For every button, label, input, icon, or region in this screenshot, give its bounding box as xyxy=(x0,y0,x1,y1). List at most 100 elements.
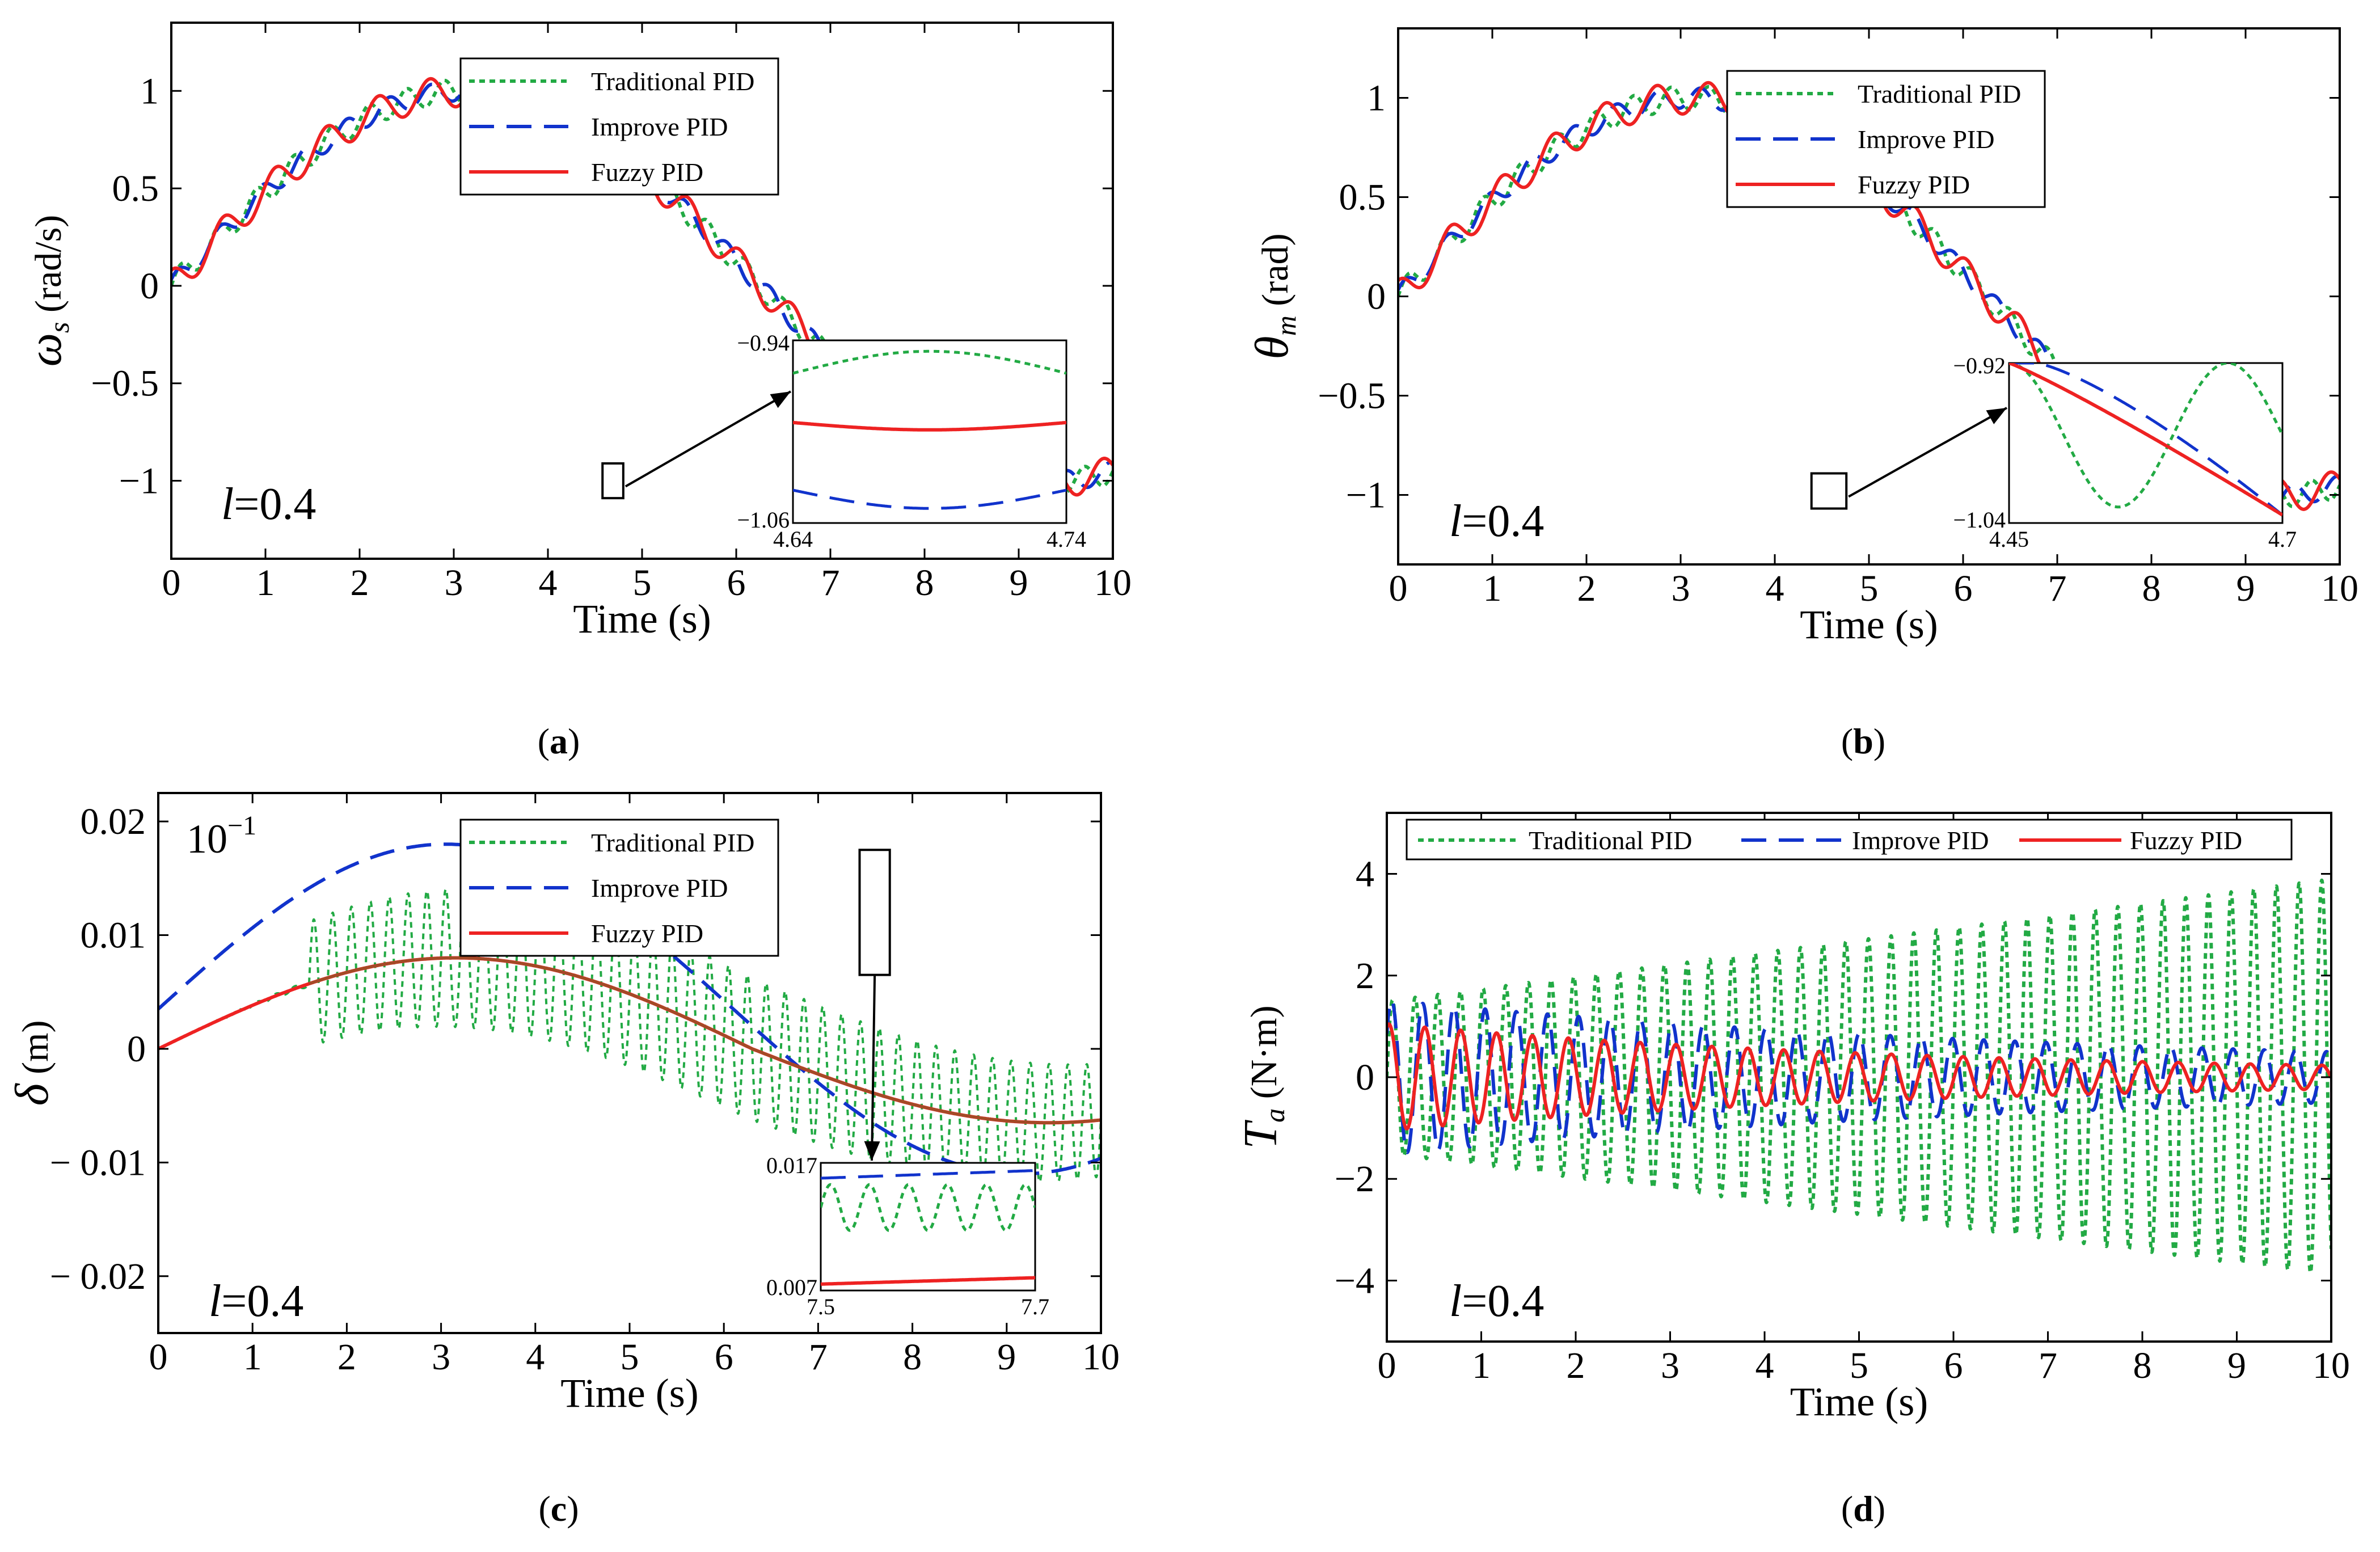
x-tick-label: 8 xyxy=(903,1336,922,1378)
y-tick-label: −0.5 xyxy=(91,363,159,404)
parameter-label: l=0.4 xyxy=(1449,1276,1544,1326)
x-axis-label: Time (s) xyxy=(1800,602,1938,647)
panel-caption: (c) xyxy=(538,1488,579,1529)
inset-x-tick-label: 4.7 xyxy=(2268,526,2297,552)
inset-y-tick-label: −0.94 xyxy=(737,330,790,356)
inset-series-improve-pid xyxy=(2009,363,2282,516)
inset-x-tick-label: 4.45 xyxy=(1989,526,2029,552)
x-tick-label: 5 xyxy=(1850,1345,1868,1386)
x-tick-label: 0 xyxy=(149,1336,168,1378)
zoom-region-box xyxy=(601,462,624,500)
y-tick-label: −1 xyxy=(119,461,159,502)
x-tick-label: 4 xyxy=(526,1336,545,1378)
legend-label: Traditional PID xyxy=(591,67,754,96)
x-tick-label: 4 xyxy=(1756,1345,1774,1386)
x-tick-label: 5 xyxy=(1860,568,1879,609)
legend: Traditional PID Improve PID Fuzzy PID xyxy=(459,57,779,196)
panel-caption: (b) xyxy=(1841,721,1885,761)
x-tick-label: 0 xyxy=(162,562,181,604)
inset-frame xyxy=(792,339,1067,524)
inset-series-improve-pid xyxy=(793,488,1066,510)
inset-series-fuzzy-pid xyxy=(2009,363,2282,517)
y-tick-label: 4 xyxy=(1356,854,1374,895)
x-tick-label: 1 xyxy=(243,1336,262,1378)
series-fuzzy-pid-overlay xyxy=(309,956,1101,1124)
inset-series-traditional-pid xyxy=(2009,363,2282,509)
x-tick-label: 9 xyxy=(1010,562,1028,604)
parameter-label: l=0.4 xyxy=(1449,496,1544,546)
legend-label: Improve PID xyxy=(591,112,728,141)
zoom-arrow xyxy=(871,975,876,1161)
panel-caption: (d) xyxy=(1841,1488,1885,1529)
x-tick-label: 7 xyxy=(809,1336,828,1378)
y-tick-label: 1 xyxy=(1367,78,1386,119)
zoom-arrow-head xyxy=(770,391,791,408)
x-tick-label: 6 xyxy=(727,562,746,604)
parameter-label: l=0.4 xyxy=(221,479,316,529)
x-tick-label: 9 xyxy=(2236,568,2255,609)
x-tick-label: 1 xyxy=(256,562,275,604)
zoom-region-box xyxy=(1810,472,1848,510)
inset-frame xyxy=(820,1162,1036,1292)
y-tick-label: 1 xyxy=(140,70,159,112)
inset-x-tick-label: 4.74 xyxy=(1046,526,1086,552)
inset-y-tick-label: −1.06 xyxy=(737,507,790,533)
legend-label: Traditional PID xyxy=(1858,79,2021,108)
inset-y-tick-label: 0.007 xyxy=(766,1275,817,1300)
legend-box xyxy=(1406,819,2293,861)
y-tick-label: 0 xyxy=(1356,1057,1374,1098)
panel-c: 0 1 2 3 4 5 6 7 8 9 10 0.02 0.01 0 − 0.01 − 0.02 Time (s… xyxy=(6,792,1120,1529)
x-tick-label: 5 xyxy=(621,1336,639,1378)
legend-label: Fuzzy PID xyxy=(1858,170,1970,199)
plot-area-d xyxy=(1387,878,2331,1275)
x-tick-label: 10 xyxy=(1082,1336,1120,1378)
panel-b: 0 1 2 3 4 5 6 7 8 9 10 1 0.5 0 −0.5 −1 Time (s) θm (rad) l… xyxy=(1246,27,2358,761)
x-tick-label: 3 xyxy=(1672,568,1690,609)
inset-frame xyxy=(2008,362,2284,524)
x-tick-label: 1 xyxy=(1483,568,1502,609)
x-tick-label: 2 xyxy=(337,1336,356,1378)
series-improve-pid xyxy=(1387,998,2331,1154)
x-tick-label: 4 xyxy=(539,562,558,604)
y-tick-label: 0 xyxy=(140,265,159,307)
inset-y-tick-label: −0.92 xyxy=(1953,353,2006,378)
legend-label: Improve PID xyxy=(591,874,728,902)
x-tick-label: 9 xyxy=(2227,1345,2246,1386)
x-tick-label: 2 xyxy=(351,562,369,604)
x-axis-label: Time (s) xyxy=(573,596,711,642)
y-tick-label: 0.5 xyxy=(1339,177,1386,218)
y-tick-label: 0.02 xyxy=(81,801,146,842)
x-tick-label: 6 xyxy=(1944,1345,1963,1386)
x-tick-label: 2 xyxy=(1577,568,1596,609)
x-tick-label: 7 xyxy=(2039,1345,2057,1386)
series-traditional-pid xyxy=(1398,85,2340,508)
y-tick-label: 0 xyxy=(127,1028,146,1070)
series-traditional-pid xyxy=(1387,878,2331,1275)
y-tick-label: −4 xyxy=(1335,1260,1374,1301)
panel-a: 0 1 2 3 4 5 6 7 8 9 10 1 0.5 0 −0.5 −1 Time (s) ωs (rad/s… xyxy=(19,22,1132,761)
x-tick-label: 10 xyxy=(2321,568,2358,609)
x-tick-label: 10 xyxy=(1094,562,1132,604)
y-tick-label: 2 xyxy=(1356,955,1374,997)
x-tick-label: 2 xyxy=(1567,1345,1585,1386)
x-tick-label: 7 xyxy=(2048,568,2067,609)
x-tick-label: 7 xyxy=(821,562,840,604)
legend-label: Traditional PID xyxy=(1529,826,1692,855)
y-tick-label: −1 xyxy=(1346,475,1386,516)
x-tick-label: 8 xyxy=(915,562,934,604)
x-tick-label: 1 xyxy=(1472,1345,1491,1386)
legend-label: Fuzzy PID xyxy=(2130,826,2242,855)
y-tick-label: −2 xyxy=(1335,1158,1374,1200)
x-tick-label: 4 xyxy=(1766,568,1784,609)
zoom-arrow xyxy=(1848,407,2007,498)
x-tick-label: 6 xyxy=(715,1336,733,1378)
x-tick-label: 9 xyxy=(997,1336,1016,1378)
zoom-arrow xyxy=(624,390,791,488)
panel-d: 0 1 2 3 4 5 6 7 8 9 10 4 2 0 −2 −4 Time (s) Ta (N·m) l=0.4… xyxy=(1234,812,2350,1529)
x-tick-label: 3 xyxy=(432,1336,450,1378)
zoom-arrow-head xyxy=(864,1141,880,1161)
legend-label: Fuzzy PID xyxy=(591,919,703,948)
x-tick-label: 3 xyxy=(445,562,463,604)
